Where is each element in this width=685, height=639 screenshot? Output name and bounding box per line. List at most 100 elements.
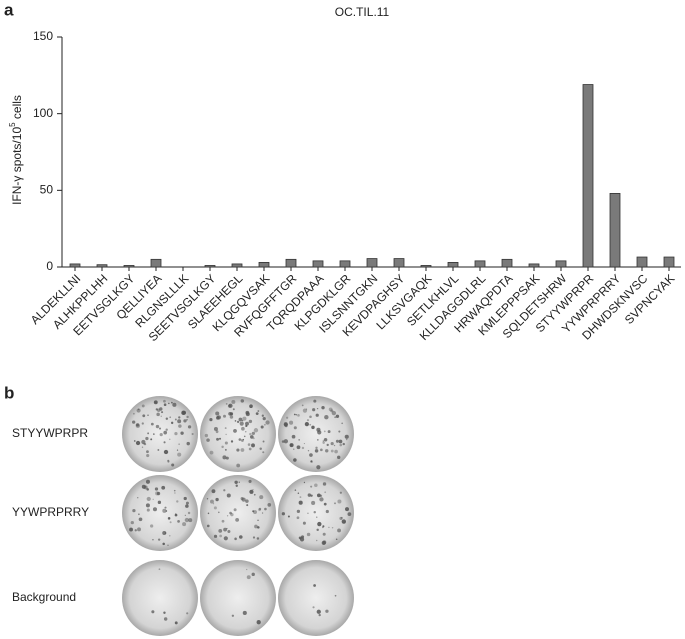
bar bbox=[150, 258, 162, 268]
spot bbox=[324, 491, 327, 494]
spot bbox=[256, 537, 260, 540]
spot bbox=[283, 422, 288, 427]
row-label: YYWPRPRRY bbox=[12, 505, 89, 519]
spot bbox=[248, 479, 252, 483]
panel-label: a bbox=[4, 0, 14, 19]
spot bbox=[172, 402, 177, 407]
spot bbox=[323, 502, 327, 506]
spot bbox=[302, 408, 308, 413]
spot bbox=[297, 492, 300, 494]
spot bbox=[335, 538, 338, 540]
bar bbox=[69, 263, 81, 268]
spot bbox=[132, 412, 135, 415]
spot bbox=[183, 496, 187, 501]
spot bbox=[138, 408, 140, 410]
spot bbox=[191, 432, 194, 436]
spot bbox=[255, 412, 259, 415]
spot bbox=[320, 448, 323, 452]
spot bbox=[183, 419, 187, 423]
spot bbox=[298, 500, 303, 505]
spot bbox=[257, 410, 260, 412]
spot bbox=[345, 438, 348, 441]
spot bbox=[312, 408, 316, 412]
spot bbox=[281, 512, 285, 516]
spot bbox=[328, 526, 330, 529]
spot bbox=[344, 434, 349, 439]
spot bbox=[163, 441, 166, 444]
spot bbox=[184, 517, 190, 523]
spot bbox=[265, 420, 270, 425]
spot bbox=[162, 542, 165, 546]
spot bbox=[163, 399, 166, 403]
spot bbox=[304, 422, 309, 427]
spot bbox=[146, 453, 150, 458]
spot bbox=[132, 420, 136, 424]
spot bbox=[167, 459, 170, 462]
spot bbox=[249, 404, 253, 409]
spot bbox=[178, 443, 180, 446]
spot bbox=[252, 488, 254, 491]
spot bbox=[238, 417, 243, 422]
spot bbox=[325, 509, 329, 514]
well bbox=[200, 396, 276, 472]
spot bbox=[182, 522, 187, 527]
spot bbox=[283, 439, 289, 444]
spot bbox=[229, 412, 234, 416]
spot bbox=[155, 424, 160, 429]
y-axis-label-sup: 5 bbox=[8, 122, 17, 127]
spot bbox=[245, 421, 249, 426]
spot bbox=[242, 610, 247, 615]
spot bbox=[225, 456, 229, 460]
spot bbox=[174, 492, 176, 494]
spot bbox=[316, 493, 321, 498]
spot bbox=[293, 413, 296, 416]
chart-title: OC.TIL.11 bbox=[335, 5, 390, 19]
spot bbox=[337, 455, 341, 460]
bar bbox=[231, 263, 243, 268]
spot bbox=[134, 529, 137, 532]
spot bbox=[251, 431, 256, 435]
spot bbox=[251, 572, 255, 577]
spot bbox=[223, 414, 226, 418]
spot bbox=[152, 539, 154, 541]
spot bbox=[219, 534, 223, 538]
bar bbox=[312, 260, 324, 268]
spot bbox=[235, 517, 240, 522]
spot bbox=[169, 416, 172, 419]
spot bbox=[335, 439, 339, 443]
well bbox=[278, 475, 354, 551]
spot bbox=[334, 416, 337, 419]
well bbox=[122, 560, 198, 636]
spot bbox=[138, 517, 143, 522]
spot bbox=[135, 440, 141, 446]
spot bbox=[262, 416, 266, 421]
y-tick-label: 0 bbox=[46, 259, 53, 273]
spot bbox=[210, 499, 214, 504]
spot bbox=[322, 540, 327, 545]
spot bbox=[215, 430, 219, 434]
spot bbox=[293, 426, 297, 430]
spot bbox=[215, 497, 219, 502]
spot bbox=[161, 485, 166, 490]
spot bbox=[209, 450, 214, 455]
bar bbox=[663, 256, 675, 268]
spot bbox=[252, 510, 255, 513]
spot bbox=[229, 511, 232, 515]
spot bbox=[339, 516, 343, 521]
bar bbox=[258, 261, 270, 268]
spot bbox=[157, 449, 160, 451]
spot bbox=[147, 432, 150, 435]
spot bbox=[137, 497, 139, 499]
spot bbox=[335, 414, 340, 418]
spot bbox=[227, 529, 231, 534]
spot bbox=[207, 512, 210, 515]
bar bbox=[285, 258, 297, 268]
spot bbox=[225, 433, 227, 436]
spot bbox=[234, 480, 238, 485]
spot bbox=[184, 514, 186, 516]
spot bbox=[334, 594, 337, 597]
spot bbox=[219, 437, 222, 440]
spot bbox=[141, 484, 146, 489]
spot bbox=[306, 532, 311, 537]
spot bbox=[316, 528, 319, 532]
